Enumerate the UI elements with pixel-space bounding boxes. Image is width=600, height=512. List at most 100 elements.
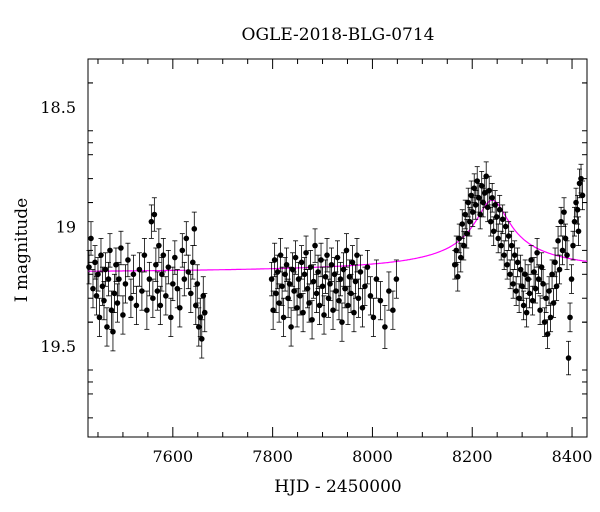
data-point — [279, 283, 285, 290]
y-tick-label: 19.5 — [40, 337, 76, 356]
data-point — [564, 252, 570, 258]
data-point — [465, 199, 472, 206]
data-point — [319, 283, 326, 290]
data-point — [268, 276, 275, 282]
data-point — [200, 293, 207, 299]
data-point — [146, 276, 153, 282]
data-point — [282, 271, 288, 278]
data-point — [534, 249, 540, 256]
x-tick-label: 8200 — [452, 447, 493, 466]
data-point — [354, 252, 360, 258]
data-point — [489, 194, 495, 201]
data-point — [351, 309, 357, 316]
data-point — [303, 249, 309, 256]
data-point — [535, 276, 542, 282]
data-point — [468, 192, 475, 199]
data-point — [377, 297, 384, 304]
data-point — [187, 290, 194, 297]
data-point — [300, 309, 306, 316]
data-point — [289, 266, 296, 273]
data-point — [555, 238, 561, 244]
data-point — [333, 288, 339, 294]
data-point — [559, 247, 566, 254]
data-point — [280, 314, 287, 321]
data-point — [355, 295, 362, 302]
data-point — [163, 293, 169, 299]
data-point — [312, 242, 318, 249]
data-point — [531, 269, 537, 275]
data-point — [283, 261, 290, 268]
data-point — [453, 247, 460, 254]
data-point — [463, 230, 470, 237]
data-point — [136, 266, 143, 273]
y-tick-label: 18.5 — [40, 98, 76, 117]
data-point — [367, 293, 374, 299]
data-point — [481, 190, 488, 196]
data-point — [343, 247, 350, 254]
data-point — [357, 269, 364, 275]
data-point — [181, 276, 188, 282]
data-point — [141, 252, 148, 258]
data-point — [292, 254, 299, 261]
data-point — [325, 295, 332, 302]
data-point — [382, 324, 388, 330]
data-point — [285, 295, 291, 302]
data-point — [373, 276, 380, 282]
data-point — [538, 264, 545, 270]
data-point — [321, 312, 327, 318]
data-point — [107, 247, 113, 254]
data-point — [101, 297, 107, 304]
data-point — [125, 257, 131, 263]
data-point — [151, 211, 158, 218]
data-point — [324, 252, 330, 258]
data-point — [328, 261, 335, 268]
data-point — [271, 257, 278, 263]
data-point — [575, 228, 582, 235]
data-point — [154, 288, 161, 294]
data-point — [516, 295, 522, 302]
data-point — [526, 290, 533, 297]
x-tick-label: 8000 — [352, 447, 393, 466]
data-point — [504, 261, 510, 268]
data-point — [170, 281, 176, 287]
data-point — [148, 218, 155, 225]
data-point — [523, 309, 530, 316]
data-point — [390, 307, 396, 314]
data-point — [519, 283, 525, 290]
data-point — [480, 199, 487, 206]
data-point — [540, 281, 546, 287]
data-point — [110, 328, 116, 335]
data-point — [98, 252, 104, 258]
data-point — [454, 273, 461, 280]
data-point — [93, 293, 100, 299]
data-point — [570, 242, 576, 249]
data-point — [191, 226, 198, 232]
data-point — [528, 257, 534, 263]
data-point — [507, 271, 513, 278]
data-point — [111, 290, 118, 297]
data-point — [294, 305, 300, 311]
data-point — [532, 285, 539, 292]
data-point — [165, 264, 172, 270]
data-point — [304, 285, 311, 292]
data-point — [370, 314, 377, 321]
y-axis-label: I magnitude — [12, 198, 32, 302]
data-point — [316, 302, 323, 309]
data-point — [513, 288, 519, 294]
data-point — [558, 218, 564, 225]
data-point — [172, 254, 178, 261]
x-axis-label: HJD - 2450000 — [274, 477, 402, 497]
data-point — [496, 206, 503, 213]
data-point — [556, 266, 563, 273]
data-point — [156, 242, 162, 249]
data-point — [88, 235, 94, 242]
data-point — [277, 252, 284, 258]
data-point — [159, 271, 165, 278]
data-point — [541, 319, 548, 325]
data-point — [274, 269, 281, 275]
data-point — [194, 281, 201, 287]
data-point — [553, 283, 560, 290]
data-point — [475, 194, 482, 201]
data-point — [502, 223, 509, 230]
data-point — [478, 182, 485, 189]
